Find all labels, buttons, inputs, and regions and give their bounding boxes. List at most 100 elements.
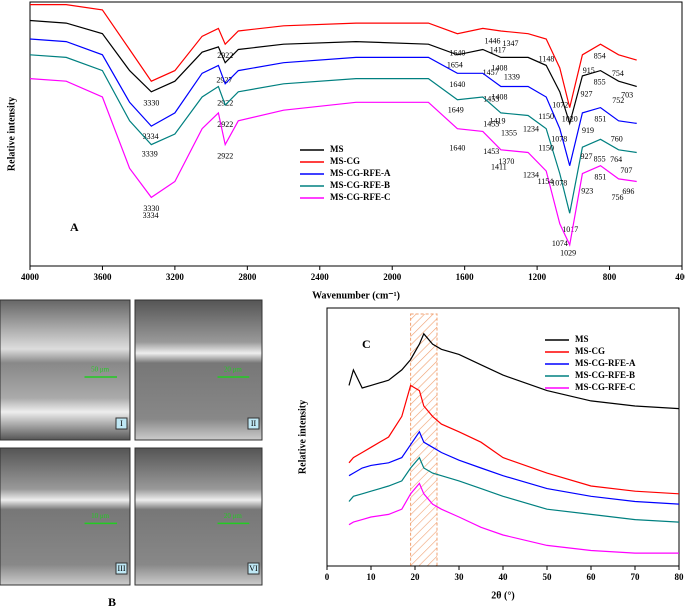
peak-label: 923 bbox=[581, 186, 593, 195]
series-line bbox=[348, 482, 679, 554]
x-tick-label: 60 bbox=[587, 572, 597, 582]
peak-label: 1408 bbox=[491, 64, 507, 73]
peak-label: 1072 bbox=[552, 100, 568, 109]
scale-label: 20 μm bbox=[224, 512, 243, 520]
x-axis-label: Wavenumber (cm⁻¹) bbox=[312, 290, 400, 301]
series-line bbox=[29, 19, 637, 126]
peak-label: 1150 bbox=[538, 144, 554, 153]
legend-label: MS-CG-RFE-A bbox=[330, 168, 391, 178]
peak-label: 1640 bbox=[449, 49, 465, 58]
peak-label: 1029 bbox=[560, 248, 576, 257]
image-tag: III bbox=[118, 564, 126, 573]
peak-label: 3330 bbox=[143, 204, 159, 213]
series-line bbox=[29, 54, 637, 214]
x-tick-label: 50 bbox=[543, 572, 553, 582]
scale-label: 20 μm bbox=[224, 366, 243, 374]
peak-label: 1370 bbox=[498, 157, 514, 166]
x-tick-label: 40 bbox=[499, 572, 509, 582]
plot-frame bbox=[326, 307, 680, 567]
peak-label: 919 bbox=[582, 126, 594, 135]
series-line bbox=[29, 38, 637, 166]
peak-label: 855 bbox=[594, 155, 606, 164]
peak-label: 1446 bbox=[485, 37, 501, 46]
image-tag-box bbox=[247, 562, 260, 575]
y-axis-label: Relative intensity bbox=[297, 400, 308, 474]
peak-label: 1419 bbox=[489, 117, 505, 126]
image-tag: VI bbox=[249, 564, 258, 573]
peak-label: 1234 bbox=[523, 124, 539, 133]
peak-label: 1020 bbox=[562, 114, 578, 123]
peak-label: 696 bbox=[622, 187, 634, 196]
legend-label: MS bbox=[330, 144, 344, 154]
peak-label: 703 bbox=[621, 91, 633, 100]
sem-image bbox=[0, 299, 131, 441]
peak-label: 1640 bbox=[449, 144, 465, 153]
series-line bbox=[29, 78, 637, 247]
plot-frame bbox=[29, 1, 683, 267]
sem-image bbox=[0, 447, 131, 586]
image-tag-box bbox=[115, 417, 128, 430]
peak-label: 2922 bbox=[217, 151, 233, 160]
series-line bbox=[348, 430, 680, 505]
peak-label: 2922 bbox=[217, 99, 233, 108]
peak-label: 915 bbox=[583, 66, 595, 75]
peak-label: 1154 bbox=[538, 177, 554, 186]
peak-label: 1355 bbox=[501, 129, 517, 138]
peak-label: 1078 bbox=[551, 179, 567, 188]
panel-label: C bbox=[362, 337, 371, 351]
legend-label: MS-CG-RFE-B bbox=[330, 180, 390, 190]
x-tick-label: 30 bbox=[455, 572, 465, 582]
scale-label: 10 μm bbox=[91, 512, 110, 520]
legend-label: MS-CG bbox=[330, 156, 360, 166]
legend-label: MS-CG-RFE-C bbox=[330, 192, 391, 202]
legend-label: MS bbox=[575, 334, 589, 344]
peak-label: 1339 bbox=[504, 72, 520, 81]
sem-image bbox=[134, 447, 263, 586]
peak-label: 1017 bbox=[562, 225, 578, 234]
peak-label: 764 bbox=[610, 155, 622, 164]
panel-label: A bbox=[70, 220, 79, 234]
peak-label: 1417 bbox=[490, 45, 506, 54]
peak-label: 851 bbox=[594, 173, 606, 182]
highlight-band bbox=[410, 313, 438, 567]
series-line bbox=[348, 332, 680, 410]
x-tick-label: 1600 bbox=[456, 272, 475, 282]
peak-label: 927 bbox=[581, 152, 593, 161]
peak-label: 1234 bbox=[523, 170, 539, 179]
legend-label: MS-CG-RFE-A bbox=[575, 358, 636, 368]
peak-label: 756 bbox=[612, 193, 624, 202]
x-tick-label: 400 bbox=[675, 272, 685, 282]
peak-label: 1347 bbox=[502, 39, 518, 48]
peak-label: 927 bbox=[581, 90, 593, 99]
panel-label: B bbox=[108, 595, 116, 609]
peak-label: 760 bbox=[611, 134, 623, 143]
peak-label: 1150 bbox=[538, 112, 554, 121]
image-tag: II bbox=[251, 419, 257, 428]
peak-label: 1453 bbox=[483, 119, 499, 128]
peak-label: 1640 bbox=[449, 80, 465, 89]
peak-label: 1411 bbox=[491, 163, 507, 172]
peak-label: 1148 bbox=[539, 55, 555, 64]
series-line bbox=[30, 3, 637, 108]
y-axis-label: Relative intensity bbox=[6, 97, 17, 171]
scale-label: 50 μm bbox=[91, 366, 110, 374]
x-tick-label: 70 bbox=[631, 572, 641, 582]
legend-label: MS-CG-RFE-C bbox=[575, 382, 636, 392]
peak-label: 752 bbox=[612, 96, 624, 105]
sem-image bbox=[134, 299, 263, 441]
peak-label: 3339 bbox=[142, 150, 158, 159]
peak-label: 1649 bbox=[448, 105, 464, 114]
peak-label: 1074 bbox=[552, 239, 568, 248]
image-tag-box bbox=[115, 562, 128, 575]
legend-label: MS-CG-RFE-B bbox=[575, 370, 635, 380]
peak-label: 854 bbox=[594, 51, 606, 60]
x-tick-label: 2000 bbox=[383, 272, 402, 282]
series-line bbox=[348, 456, 680, 523]
image-tag: I bbox=[120, 419, 123, 428]
sem-panel: 50 μm I 20 μm II 10 μm III 20 μm VI bbox=[0, 299, 263, 586]
x-tick-label: 3600 bbox=[93, 272, 112, 282]
peak-label: 851 bbox=[594, 114, 606, 123]
x-tick-label: 2400 bbox=[311, 272, 330, 282]
peak-label: 1453 bbox=[483, 94, 499, 103]
x-axis-label: 2θ (°) bbox=[491, 590, 514, 601]
